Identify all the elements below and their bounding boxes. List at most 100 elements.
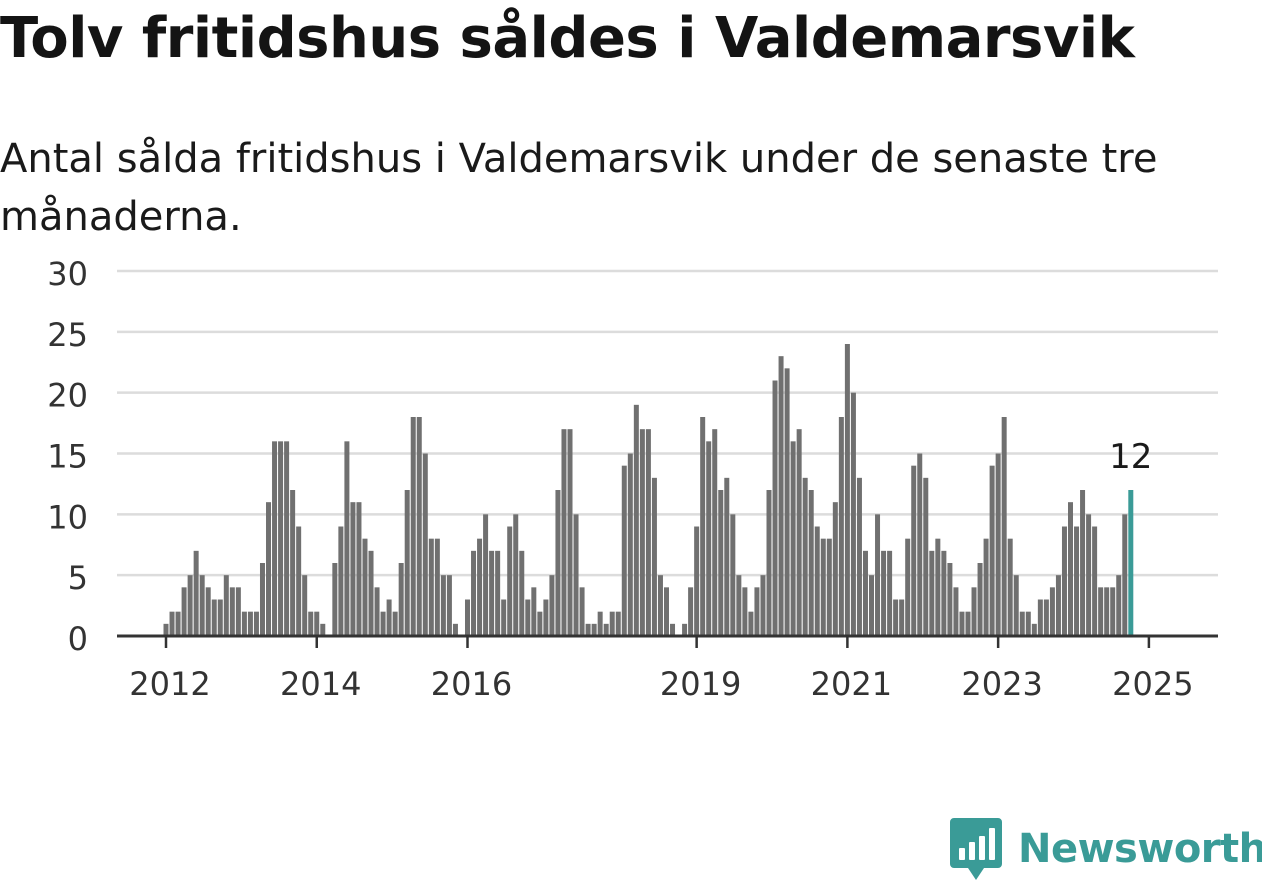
bar (537, 611, 543, 636)
bar (1092, 526, 1098, 636)
bar (971, 587, 977, 636)
bar (253, 611, 259, 636)
bar (1037, 599, 1043, 636)
bar (639, 429, 645, 636)
bar (235, 587, 241, 636)
bar (1098, 587, 1104, 636)
bar (633, 404, 639, 636)
bar (941, 550, 947, 636)
bar (278, 441, 284, 636)
bar (850, 392, 856, 636)
bar (314, 611, 320, 636)
bar (284, 441, 290, 636)
bar (1104, 587, 1110, 636)
bar (736, 575, 742, 636)
bar (290, 490, 296, 636)
bar (350, 502, 356, 636)
chart-title: Tolv fritidshus såldes i Valdemarsvik (0, 6, 1135, 71)
chart-subtitle: Antal sålda fritidshus i Valdemarsvik un… (0, 136, 1158, 240)
bar (266, 502, 272, 636)
bar (899, 599, 905, 636)
bar (995, 453, 1001, 636)
bar (591, 623, 597, 636)
bar (175, 611, 181, 636)
bar (766, 490, 772, 636)
bar (1055, 575, 1061, 636)
bar (1043, 599, 1049, 636)
bar (935, 538, 941, 636)
bar (181, 587, 187, 636)
bar (953, 587, 959, 636)
bar (302, 575, 308, 636)
gridlines (117, 269, 1218, 577)
bar (259, 563, 265, 636)
bar (706, 441, 712, 636)
bar (416, 417, 422, 636)
bar (760, 575, 766, 636)
bar (1068, 502, 1073, 636)
bar (579, 587, 585, 636)
newsworthy-chart-bubble-icon (950, 818, 1002, 880)
bar (856, 477, 862, 636)
bar (881, 550, 887, 636)
latest-value-label: 12 (1109, 437, 1152, 477)
bar (621, 465, 627, 636)
bar (434, 538, 440, 636)
bar (754, 587, 760, 636)
bar (356, 502, 362, 636)
bar (452, 623, 458, 636)
bar (947, 563, 953, 636)
bar (1019, 611, 1025, 636)
bar (808, 490, 814, 636)
bar (712, 429, 718, 636)
bar (428, 538, 434, 636)
bar (410, 417, 416, 636)
bar (670, 623, 676, 636)
bar (905, 538, 911, 636)
bar (477, 538, 483, 636)
x-axis: 2012 2014 2016 2019 2021 2023 2025 (117, 634, 1218, 703)
bar (820, 538, 826, 636)
bar (1116, 575, 1122, 636)
bar (513, 514, 519, 636)
y-tick-label: 20 (47, 377, 88, 415)
bar (247, 611, 253, 636)
x-tick-label: 2021 (811, 665, 892, 703)
bar (772, 380, 778, 636)
bar (392, 611, 398, 636)
bar (694, 526, 700, 636)
bar (790, 441, 796, 636)
bar (241, 611, 247, 636)
bar (989, 465, 995, 636)
bar (603, 623, 609, 636)
bar (651, 477, 657, 636)
bar (1061, 526, 1067, 636)
x-tick-label: 2025 (1112, 665, 1193, 703)
bar (380, 611, 386, 636)
y-tick-label: 15 (47, 438, 88, 476)
bar (296, 526, 302, 636)
bar (531, 587, 537, 636)
bar (1049, 587, 1055, 636)
bar (567, 429, 573, 636)
bar (1013, 575, 1019, 636)
highlighted-bar (1128, 490, 1134, 636)
bar (911, 465, 917, 636)
bar (483, 514, 489, 636)
bar (217, 599, 223, 636)
bar (609, 611, 615, 636)
bar (844, 344, 850, 636)
bar (338, 526, 344, 636)
x-tick-label: 2014 (280, 665, 361, 703)
x-tick-label: 2019 (660, 665, 741, 703)
bar (368, 550, 374, 636)
bar (748, 611, 754, 636)
bars (163, 344, 1134, 636)
bar (627, 453, 633, 636)
bar (205, 587, 211, 636)
bar (308, 611, 314, 636)
bar (495, 550, 501, 636)
bar (471, 550, 477, 636)
bar (507, 526, 513, 636)
bar (440, 575, 446, 636)
